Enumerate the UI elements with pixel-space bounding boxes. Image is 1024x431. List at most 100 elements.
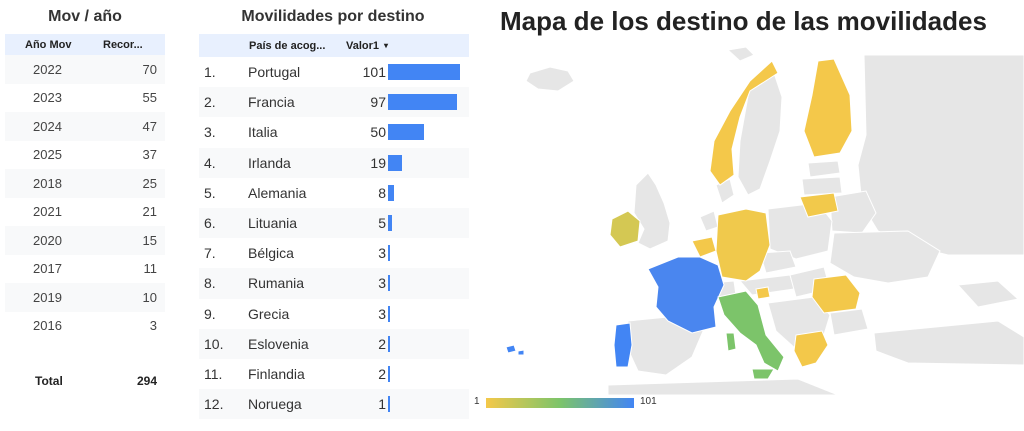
- cell-anio: 2016: [33, 318, 62, 334]
- cell-anio: 2021: [33, 204, 62, 220]
- value-bar: [388, 245, 390, 262]
- table-row[interactable]: 2023 55: [5, 84, 165, 113]
- table-row[interactable]: 2018 25: [5, 169, 165, 198]
- table-row[interactable]: 4. Irlanda 19: [199, 147, 469, 178]
- cell-country: Lituania: [248, 215, 298, 232]
- country-belarus: [829, 190, 877, 234]
- country-estonia: [807, 160, 841, 178]
- cell-value: 5: [378, 215, 386, 232]
- country-uk: [633, 172, 671, 250]
- table-row[interactable]: 8. Rumania 3: [199, 268, 469, 299]
- country-germany: [715, 208, 771, 282]
- table-row[interactable]: 2024 47: [5, 112, 165, 141]
- table-row[interactable]: 2019 10: [5, 283, 165, 312]
- cell-index: 4.: [204, 154, 216, 171]
- table-row[interactable]: 2017 11: [5, 255, 165, 284]
- country-belgium: [691, 236, 717, 258]
- cell-records: 47: [142, 118, 157, 134]
- cell-value: 97: [370, 94, 386, 111]
- table-row[interactable]: 12. Noruega 1: [199, 389, 469, 420]
- cell-value: 3: [378, 245, 386, 262]
- table-row[interactable]: 9. Grecia 3: [199, 299, 469, 329]
- cell-index: 6.: [204, 215, 216, 232]
- cell-index: 1.: [204, 64, 216, 81]
- column-header-anio[interactable]: Año Mov: [25, 38, 72, 51]
- legend-max-label: 101: [640, 396, 657, 407]
- value-bar: [388, 154, 402, 171]
- cell-records: 25: [142, 175, 157, 191]
- cell-index: 2.: [204, 94, 216, 111]
- table-row[interactable]: 2020 15: [5, 226, 165, 255]
- table-total-row: Total 294: [5, 368, 165, 394]
- value-bar-track: [388, 64, 464, 81]
- table-row[interactable]: 10. Eslovenia 2: [199, 328, 469, 359]
- cell-value: 50: [370, 124, 386, 141]
- map-color-legend: 1 101: [474, 396, 664, 410]
- country-sweden: [737, 72, 783, 196]
- cell-records: 37: [142, 147, 157, 163]
- column-header-valor-label: Valor1: [346, 39, 380, 52]
- cell-anio: 2023: [33, 90, 62, 106]
- table-row[interactable]: 2. Francia 97: [199, 87, 469, 118]
- cell-records: 10: [142, 289, 157, 305]
- cell-records: 15: [142, 232, 157, 248]
- value-bar-track: [388, 335, 464, 352]
- country-netherlands: [699, 210, 719, 232]
- sort-descending-icon[interactable]: ▾: [384, 41, 389, 51]
- cell-country: Finlandia: [248, 365, 305, 382]
- column-header-records[interactable]: Recor...: [103, 38, 143, 51]
- table-row[interactable]: 7. Bélgica 3: [199, 238, 469, 268]
- table-header: País de acog... Valor1 ▾: [199, 34, 469, 57]
- cell-index: 10.: [204, 335, 224, 352]
- value-bar-track: [388, 184, 464, 201]
- table-row[interactable]: 5. Alemania 8: [199, 178, 469, 208]
- total-value: 294: [136, 374, 157, 388]
- table-row[interactable]: 1. Portugal 101: [199, 57, 469, 87]
- value-bar: [388, 396, 390, 413]
- cell-country: Grecia: [248, 305, 290, 322]
- country-north-africa: [607, 378, 839, 395]
- column-header-valor[interactable]: Valor1 ▾: [345, 40, 445, 52]
- total-label: Total: [35, 374, 63, 388]
- value-bar-track: [388, 154, 464, 171]
- table-row[interactable]: 6. Lituania 5: [199, 207, 469, 239]
- table-row[interactable]: 2021 21: [5, 198, 165, 227]
- value-bar-track: [388, 305, 464, 322]
- cell-anio: 2020: [33, 232, 62, 248]
- table-row[interactable]: 2022 70: [5, 55, 165, 84]
- value-bar: [388, 335, 390, 352]
- table-row[interactable]: 2025 37: [5, 141, 165, 170]
- country-svalbard: [726, 46, 755, 62]
- cell-index: 8.: [204, 275, 216, 292]
- cell-country: Portugal: [248, 64, 301, 81]
- table-row[interactable]: 11. Finlandia 2: [199, 359, 469, 389]
- value-bar: [388, 64, 460, 81]
- value-bar-track: [388, 396, 464, 413]
- cell-anio: 2025: [33, 147, 62, 163]
- country-turkey: [873, 320, 1024, 366]
- mov-por-anio-title: Mov / año: [48, 8, 122, 25]
- country-greece: [793, 330, 829, 368]
- value-bar-track: [388, 124, 464, 141]
- country-russia: [857, 54, 1024, 256]
- table-body: 1. Portugal 101 2. Francia 97 3. Italia 50 4. Irla…: [199, 57, 469, 420]
- cell-index: 3.: [204, 124, 216, 141]
- cell-country: Rumania: [248, 275, 305, 292]
- value-bar: [388, 305, 390, 322]
- country-caucasus: [956, 280, 1020, 308]
- table-row[interactable]: 2016 3: [5, 312, 165, 341]
- table-row[interactable]: 3. Italia 50: [199, 117, 469, 147]
- cell-records: 11: [143, 261, 158, 277]
- column-header-pais[interactable]: País de acog...: [249, 39, 326, 52]
- europe-map[interactable]: [478, 45, 1024, 395]
- country-czechia: [759, 250, 797, 274]
- country-romania: [811, 274, 861, 314]
- cell-anio: 2024: [33, 118, 62, 134]
- country-italy-sardinia: [725, 332, 737, 352]
- country-finland: [803, 58, 853, 158]
- country-latvia: [801, 176, 843, 196]
- cell-value: 101: [362, 64, 386, 81]
- cell-value: 3: [378, 275, 386, 292]
- movilidades-destino-table: País de acog... Valor1 ▾ 1. Portugal 101 2. F…: [199, 34, 469, 420]
- cell-records: 55: [142, 90, 157, 106]
